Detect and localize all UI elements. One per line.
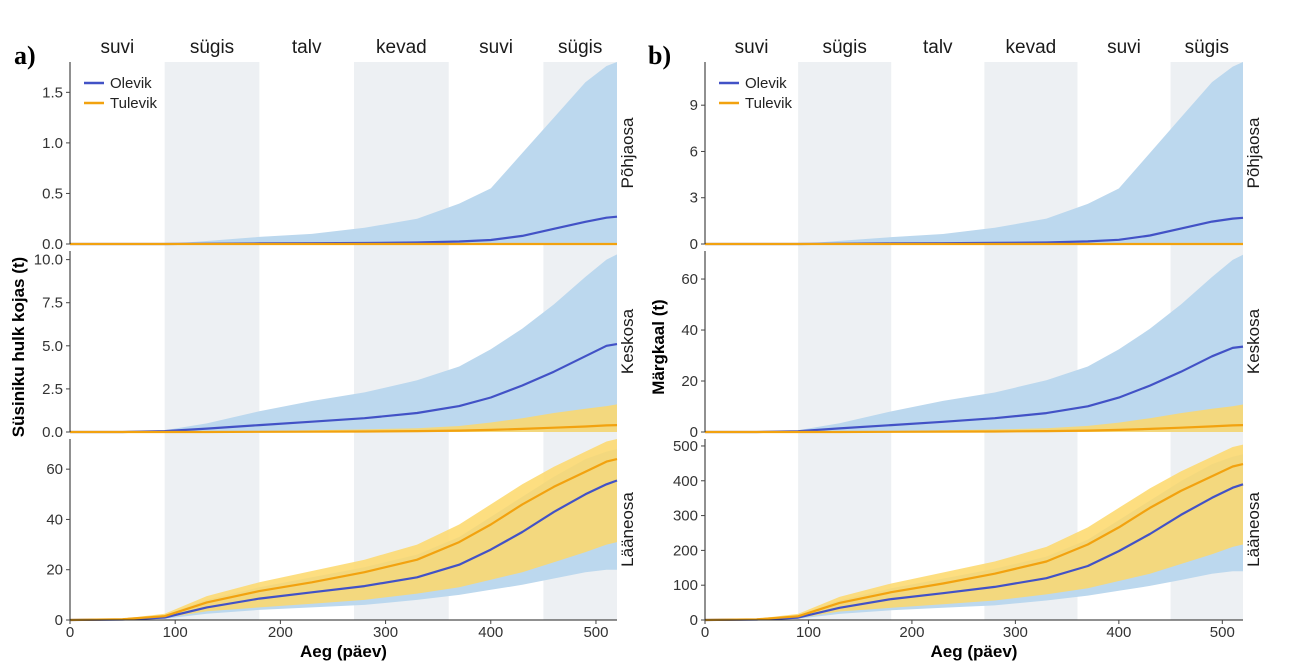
line-olevik [704,483,1244,622]
y-tick-label: 3 [690,190,698,207]
y-tick-label: 60 [681,271,698,288]
y-tick-label: 9 [690,97,698,114]
y-tick-label: 5.0 [42,338,63,355]
y-tick-label: 300 [673,508,698,525]
season-label: suvi [100,37,134,58]
y-tick-label: 500 [673,438,698,455]
facet-label: Keskosa [1244,308,1263,374]
x-axis-title: Aeg (päev) [931,642,1018,661]
y-axis-title: Märgkaal (t) [649,299,668,394]
facet-0: 0.0 0.5 1.0 1.5 Põhjaosa [42,62,637,253]
y-tick-label: 40 [46,511,63,528]
y-tick-label: 20 [681,373,698,390]
y-tick-label: 400 [673,473,698,490]
legend-label: Tulevik [745,95,792,112]
x-tick-label: 300 [373,624,398,641]
y-tick-label: 0 [690,424,698,441]
band-olevik [70,254,617,432]
chart-panel-b: suvi sügis talv kevad suvi sügis b) Märgkaal (t… [648,37,1263,661]
season-label: sügis [822,37,866,58]
x-tick-label: 300 [1003,624,1028,641]
season-label: sügis [190,37,234,58]
y-tick-label: 7.5 [42,295,63,312]
band-tulevik [70,439,617,620]
y-tick-label: 100 [673,577,698,594]
facet-1: 0.0 2.5 5.0 7.5 10.0 Keskosa [34,251,637,441]
facet-2: 0 100 200 300 400 500 Lääneosa [673,438,1263,629]
line-tulevik [70,424,618,434]
x-tick-label: 200 [899,624,924,641]
season-shade [798,62,892,620]
legend: Olevik Tulevik [84,75,157,112]
x-tick-label: 100 [796,624,821,641]
line-olevik [69,479,618,622]
season-label: suvi [1107,37,1141,58]
y-tick-label: 0.5 [42,185,63,202]
season-label: suvi [735,37,769,58]
season-label: talv [292,37,322,58]
line-olevik [705,345,1244,434]
y-tick-label: 40 [681,322,698,339]
facet-1: 0 20 40 60 Keskosa [681,251,1263,441]
x-tick-label: 200 [268,624,293,641]
y-tick-label: 0 [55,612,63,629]
band-olevik [705,62,1243,244]
season-shade [164,62,260,620]
y-tick-label: 10.0 [34,252,63,269]
x-tick-label: 400 [478,624,503,641]
x-tick-label: 500 [1210,624,1235,641]
band-tulevik [70,404,617,432]
facet-label: Lääneosa [618,492,637,567]
y-tick-label: 0.0 [42,236,63,253]
y-tick-label: 0 [690,612,698,629]
facet-2: 0 20 40 60 Lääneosa [46,439,637,629]
line-tulevik [705,424,1244,434]
panel-letter: a) [14,41,36,70]
y-axis-title: Süsiniku hulk kojas (t) [9,257,28,437]
y-tick-label: 1.5 [42,84,63,101]
band-tulevik [705,444,1243,620]
season-label: kevad [376,37,427,58]
season-label: sügis [1185,37,1229,58]
y-tick-label: 0.0 [42,424,63,441]
y-tick-label: 2.5 [42,381,63,398]
x-tick-label: 100 [163,624,188,641]
panel-letter: b) [648,41,671,70]
season-label: sügis [558,37,602,58]
x-tick-label: 0 [701,624,709,641]
y-tick-label: 6 [690,143,698,160]
legend: Olevik Tulevik [719,75,792,112]
band-olevik [705,254,1243,432]
band-tulevik [705,404,1243,432]
season-label: suvi [479,37,513,58]
y-tick-label: 0 [690,236,698,253]
y-tick-label: 1.0 [42,135,63,152]
x-tick-label: 400 [1106,624,1131,641]
legend-label: Olevik [745,75,787,92]
chart-panel-a: suvi sügis talv kevad suvi sügis a) Süsiniku hu… [9,37,637,661]
line-olevik [70,343,618,434]
y-tick-label: 60 [46,461,63,478]
season-shade [354,62,449,620]
y-tick-label: 20 [46,562,63,579]
legend-label: Tulevik [110,95,157,112]
x-axis-title: Aeg (päev) [300,642,387,661]
x-tick-label: 0 [66,624,74,641]
facet-label: Keskosa [618,308,637,374]
y-tick-label: 200 [673,542,698,559]
band-olevik [70,62,617,244]
facet-label: Põhjaosa [1244,117,1263,188]
season-shade [984,62,1078,620]
line-tulevik [69,458,618,622]
season-label: talv [923,37,953,58]
legend-label: Olevik [110,75,152,92]
facet-label: Põhjaosa [618,117,637,188]
facet-0: 0 3 6 9 Põhjaosa [690,62,1263,253]
facet-label: Lääneosa [1244,492,1263,567]
x-tick-label: 500 [583,624,608,641]
line-tulevik [704,463,1244,622]
season-label: kevad [1006,37,1057,58]
